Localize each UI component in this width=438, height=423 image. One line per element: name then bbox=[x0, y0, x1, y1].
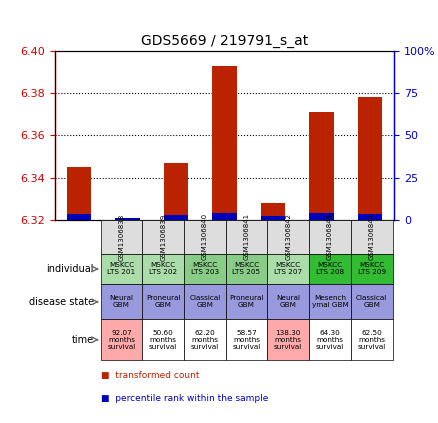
FancyBboxPatch shape bbox=[184, 220, 226, 254]
Text: Neural
GBM: Neural GBM bbox=[276, 295, 300, 308]
Text: MSKCC
LTS 202: MSKCC LTS 202 bbox=[149, 263, 177, 275]
FancyBboxPatch shape bbox=[142, 254, 184, 284]
FancyBboxPatch shape bbox=[267, 319, 309, 360]
Text: 62.20
months
survival: 62.20 months survival bbox=[191, 330, 219, 350]
Text: GSM1306842: GSM1306842 bbox=[285, 214, 291, 261]
Text: 58.57
months
survival: 58.57 months survival bbox=[233, 330, 261, 350]
FancyBboxPatch shape bbox=[101, 319, 142, 360]
FancyBboxPatch shape bbox=[142, 220, 184, 254]
Bar bbox=[261, 203, 285, 220]
Text: time: time bbox=[72, 335, 94, 345]
Text: 64.30
months
survival: 64.30 months survival bbox=[316, 330, 344, 350]
Text: Proneural
GBM: Proneural GBM bbox=[229, 295, 264, 308]
Text: GSM1306840: GSM1306840 bbox=[202, 213, 208, 261]
Text: GSM1306839: GSM1306839 bbox=[160, 213, 166, 261]
Text: Classical
GBM: Classical GBM bbox=[189, 295, 220, 308]
FancyBboxPatch shape bbox=[184, 284, 226, 319]
FancyBboxPatch shape bbox=[101, 220, 142, 254]
Text: Classical
GBM: Classical GBM bbox=[356, 295, 387, 308]
Text: ■  percentile rank within the sample: ■ percentile rank within the sample bbox=[101, 395, 268, 404]
Bar bbox=[212, 212, 237, 220]
FancyBboxPatch shape bbox=[351, 254, 392, 284]
FancyBboxPatch shape bbox=[309, 254, 351, 284]
FancyBboxPatch shape bbox=[309, 319, 351, 360]
Text: GSM1306844: GSM1306844 bbox=[369, 214, 374, 261]
Bar bbox=[309, 112, 334, 220]
FancyBboxPatch shape bbox=[142, 284, 184, 319]
Bar bbox=[67, 167, 91, 220]
Bar bbox=[115, 217, 140, 220]
Text: MSKCC
LTS 201: MSKCC LTS 201 bbox=[107, 263, 135, 275]
Bar bbox=[358, 214, 382, 220]
Text: GSM1306843: GSM1306843 bbox=[327, 213, 333, 261]
Text: GSM1306838: GSM1306838 bbox=[118, 213, 124, 261]
FancyBboxPatch shape bbox=[101, 284, 142, 319]
Text: individual: individual bbox=[46, 264, 94, 274]
Bar bbox=[309, 213, 334, 220]
Text: Neural
GBM: Neural GBM bbox=[110, 295, 134, 308]
FancyBboxPatch shape bbox=[351, 319, 392, 360]
FancyBboxPatch shape bbox=[184, 319, 226, 360]
Bar bbox=[261, 216, 285, 220]
Text: 62.50
months
survival: 62.50 months survival bbox=[357, 330, 386, 350]
Text: MSKCC
LTS 205: MSKCC LTS 205 bbox=[233, 263, 261, 275]
FancyBboxPatch shape bbox=[142, 319, 184, 360]
FancyBboxPatch shape bbox=[226, 284, 267, 319]
FancyBboxPatch shape bbox=[226, 254, 267, 284]
Text: GSM1306841: GSM1306841 bbox=[244, 213, 250, 261]
FancyBboxPatch shape bbox=[184, 254, 226, 284]
Bar bbox=[358, 97, 382, 220]
Text: Mesench
ymal GBM: Mesench ymal GBM bbox=[311, 295, 348, 308]
Text: disease state: disease state bbox=[28, 297, 94, 307]
FancyBboxPatch shape bbox=[351, 220, 392, 254]
Text: 50.60
months
survival: 50.60 months survival bbox=[149, 330, 177, 350]
Text: ■  transformed count: ■ transformed count bbox=[101, 371, 199, 380]
FancyBboxPatch shape bbox=[267, 284, 309, 319]
Text: 138.30
months
survival: 138.30 months survival bbox=[274, 330, 302, 350]
Text: 92.07
months
survival: 92.07 months survival bbox=[107, 330, 135, 350]
Bar bbox=[115, 218, 140, 220]
FancyBboxPatch shape bbox=[226, 319, 267, 360]
Bar bbox=[212, 66, 237, 220]
FancyBboxPatch shape bbox=[267, 254, 309, 284]
Text: MSKCC
LTS 209: MSKCC LTS 209 bbox=[357, 263, 386, 275]
Bar bbox=[164, 163, 188, 220]
Text: MSKCC
LTS 203: MSKCC LTS 203 bbox=[191, 263, 219, 275]
Text: MSKCC
LTS 207: MSKCC LTS 207 bbox=[274, 263, 302, 275]
Title: GDS5669 / 219791_s_at: GDS5669 / 219791_s_at bbox=[141, 34, 308, 48]
FancyBboxPatch shape bbox=[351, 284, 392, 319]
FancyBboxPatch shape bbox=[309, 284, 351, 319]
FancyBboxPatch shape bbox=[267, 220, 309, 254]
FancyBboxPatch shape bbox=[309, 220, 351, 254]
FancyBboxPatch shape bbox=[226, 220, 267, 254]
Text: Proneural
GBM: Proneural GBM bbox=[146, 295, 180, 308]
Text: MSKCC
LTS 208: MSKCC LTS 208 bbox=[316, 263, 344, 275]
Bar bbox=[67, 214, 91, 220]
Bar bbox=[164, 215, 188, 220]
FancyBboxPatch shape bbox=[101, 254, 142, 284]
